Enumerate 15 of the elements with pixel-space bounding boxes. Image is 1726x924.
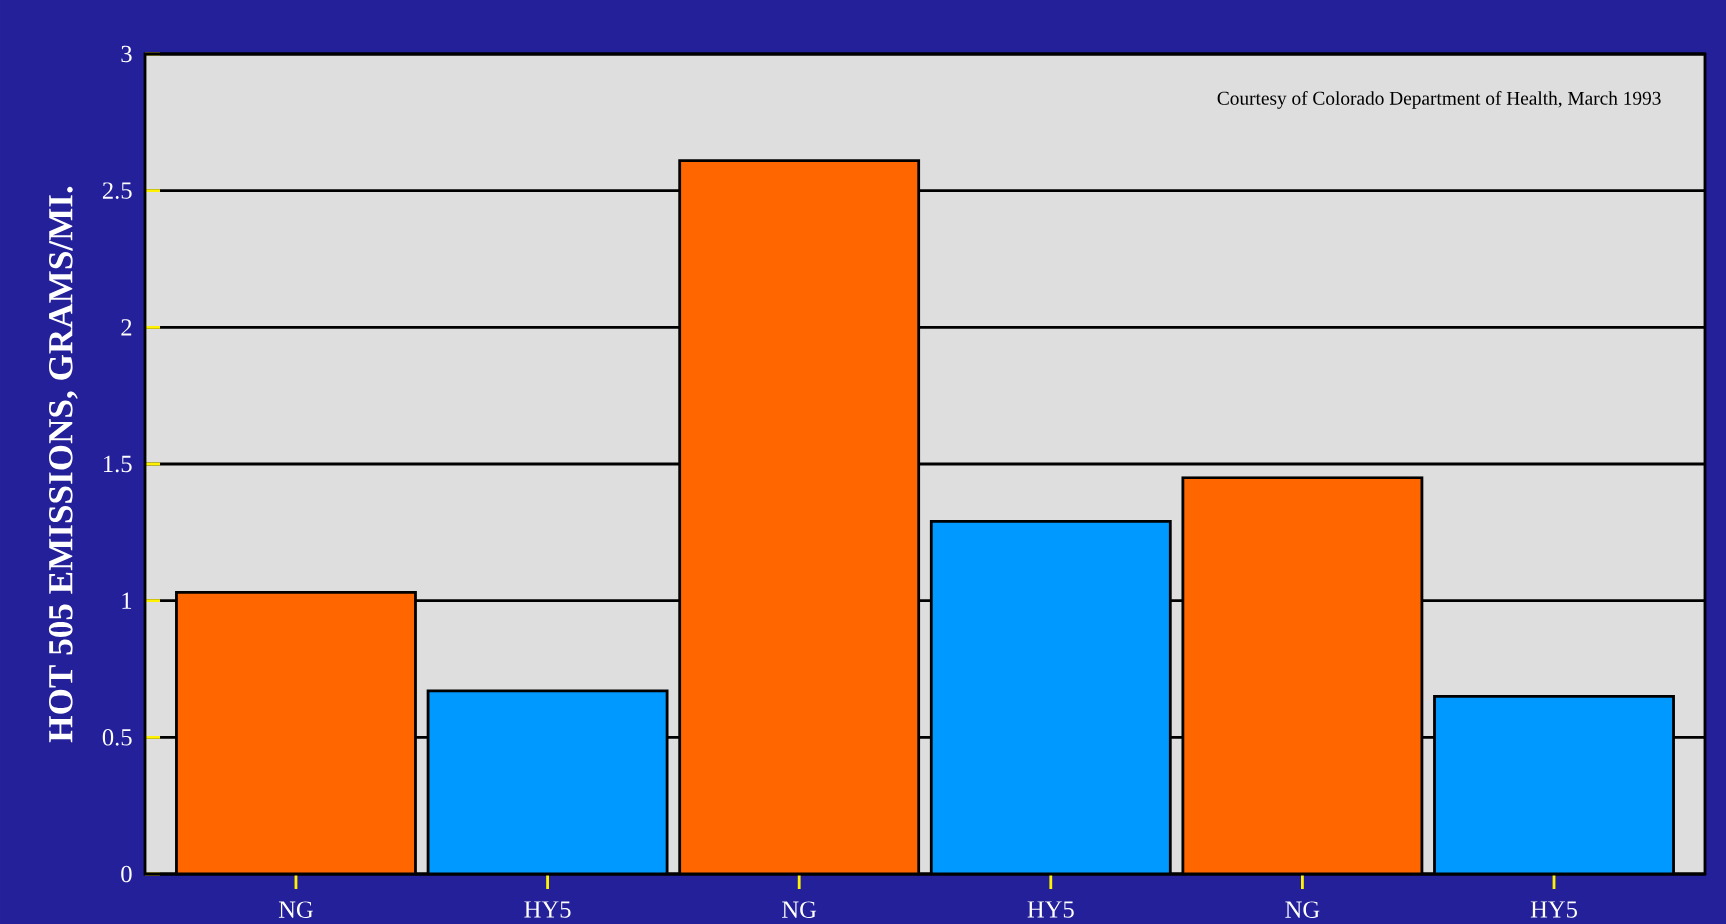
y-tick-label: 3	[121, 45, 132, 63]
x-tick-label: NG	[278, 901, 313, 918]
x-tick-label: HY5	[1530, 901, 1577, 918]
y-tick-label: 1	[122, 592, 132, 609]
x-tick-label: NG	[1285, 901, 1320, 918]
y-tick-label: 0	[121, 865, 132, 883]
y-tick-label: 2.5	[102, 182, 132, 199]
annotation: Courtesy of Colorado Department of Health, March 1993	[1217, 91, 1661, 109]
y-tick-label: 2	[121, 319, 132, 336]
x-tick-label: HY5	[1027, 901, 1074, 918]
y-tick-label: 1.5	[103, 455, 132, 473]
y-axis-title: HOT 505 EMISSIONS, GRAMS/MI.	[48, 186, 78, 743]
x-tick-label: HY5	[524, 901, 571, 918]
y-tick-label: 0.5	[102, 728, 132, 746]
x-tick-label: NG	[782, 901, 817, 918]
